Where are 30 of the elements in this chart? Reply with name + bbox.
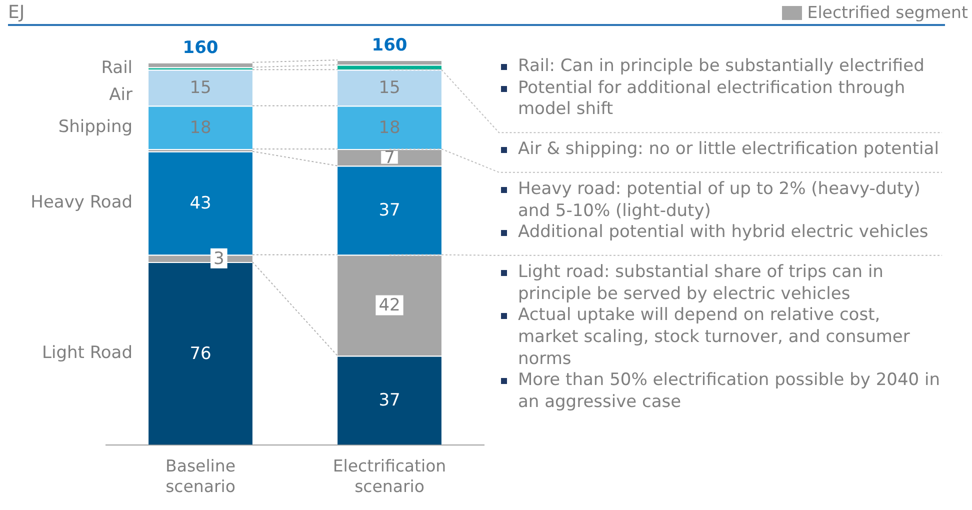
- total-label: 160: [182, 38, 218, 58]
- legend-label: Electrified segment: [807, 2, 968, 24]
- y-axis-title: EJ: [8, 2, 25, 24]
- total-label: 160: [372, 35, 408, 56]
- text: More than 50% electrification possible by 2040 in an aggressive case: [518, 370, 940, 412]
- data-label: 37: [378, 200, 400, 221]
- data-label: 15: [190, 78, 212, 98]
- data-label: 3: [213, 248, 224, 269]
- data-label: 7: [384, 148, 395, 168]
- text: Rail: Can in principle be substantially electrified: [518, 56, 924, 76]
- text: Heavy road: potential of up to 2% (heavy-duty) and 5-10% (light-duty): [518, 178, 920, 221]
- data-label: 43: [190, 194, 212, 214]
- data-label: 18: [378, 118, 400, 138]
- series-label: Heavy Road: [30, 192, 133, 212]
- data-label: 42: [378, 296, 400, 316]
- series-label: Air: [109, 84, 133, 105]
- annotation: Air & shipping: no or little electrification potential: [518, 139, 939, 160]
- text: Light road: substantial share of trips can in principle be served by electric vehicles: [518, 262, 884, 304]
- annotation: Additional potential with hybrid electric vehicles: [518, 222, 928, 242]
- data-label: 15: [378, 78, 400, 98]
- series-label: Shipping: [58, 116, 133, 137]
- x-tick-label: Electrification scenario: [332, 456, 446, 496]
- series-label: Light Road: [42, 342, 133, 363]
- series-label: Rail: [101, 58, 133, 78]
- text: Actual uptake will depend on relative cost, market scaling, stock turnover, and consumer norms: [518, 305, 910, 369]
- data-label: 18: [190, 118, 212, 138]
- data-label: 37: [378, 390, 400, 411]
- annotation: Potential for additional electrification through model shift: [518, 78, 906, 120]
- data-label: 76: [190, 344, 212, 364]
- x-tick-label: Baseline scenario: [166, 456, 236, 496]
